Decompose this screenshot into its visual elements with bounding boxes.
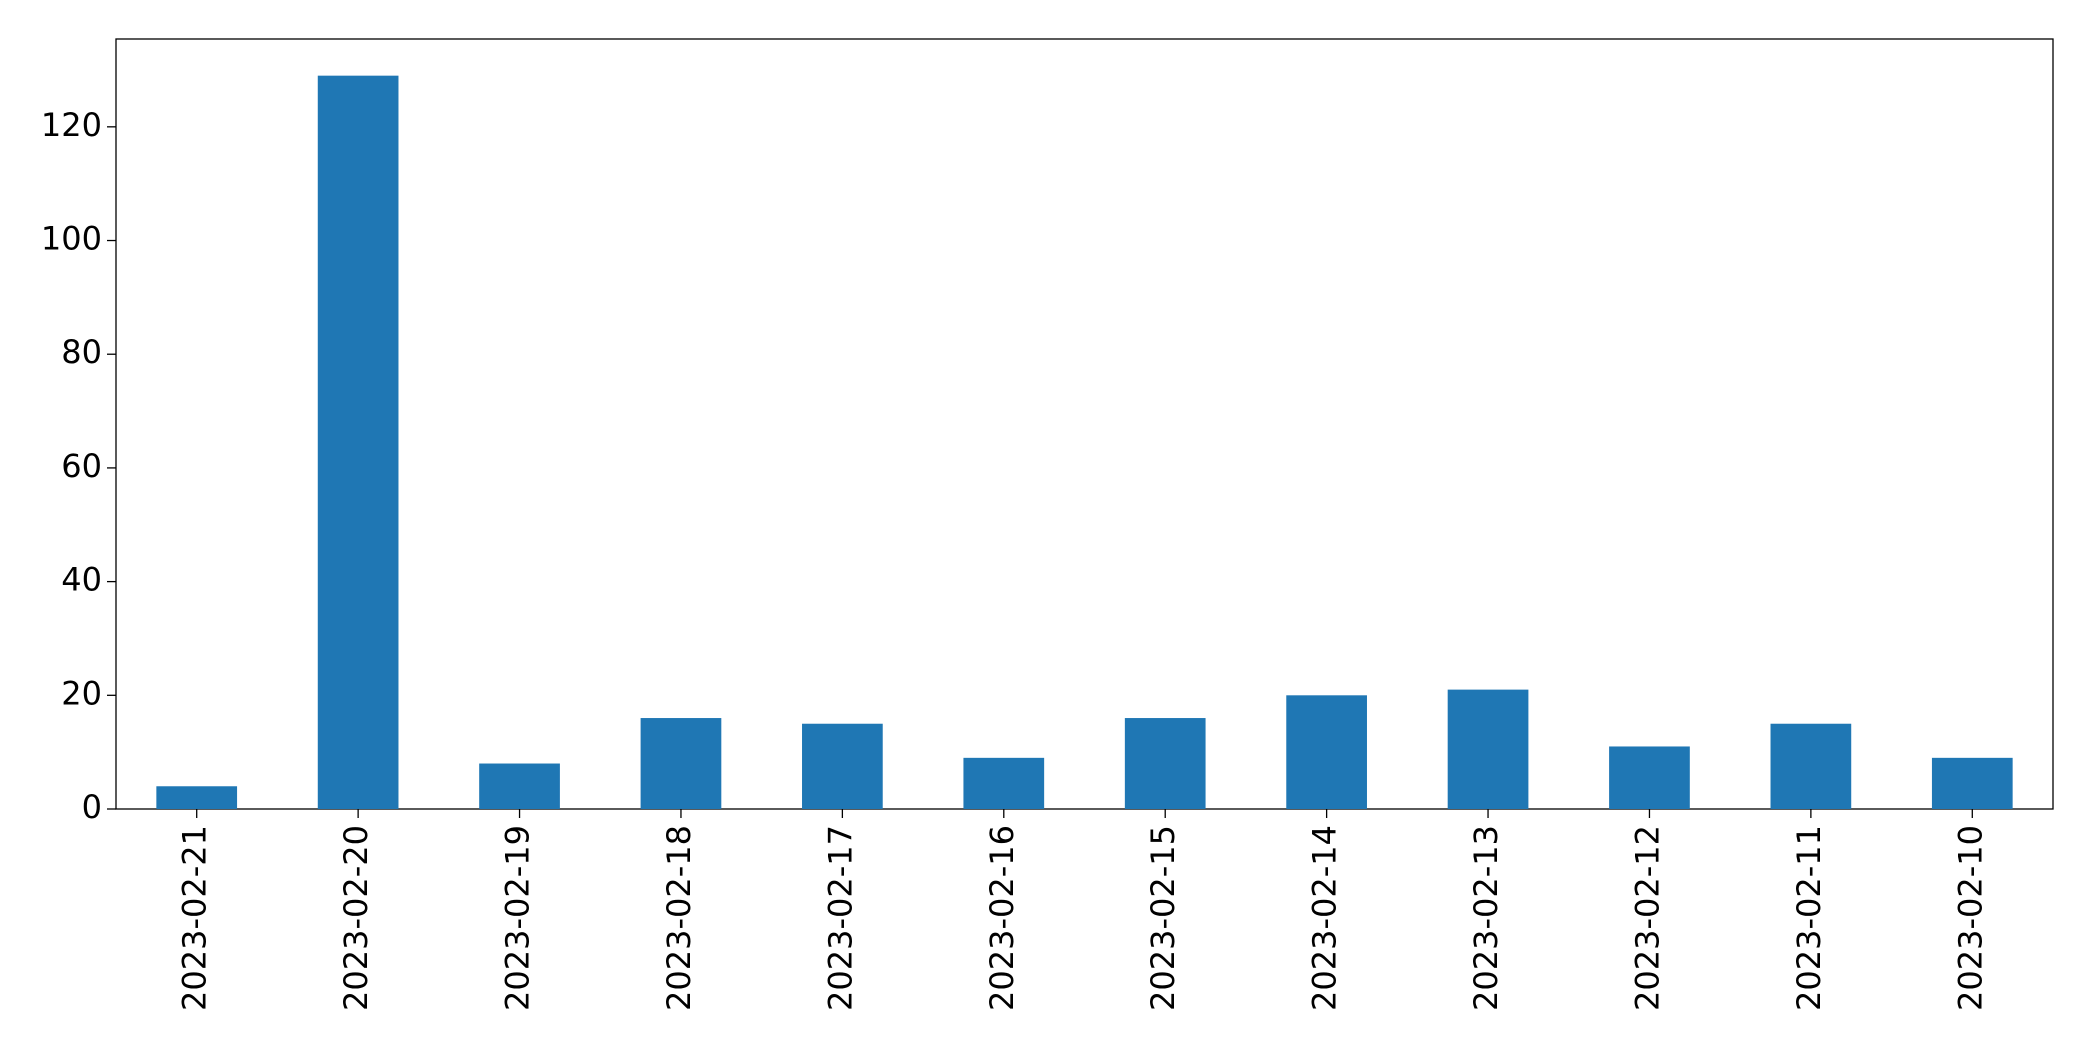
bar xyxy=(317,75,399,809)
x-tick-label: 2023-02-12 xyxy=(1628,825,1666,1011)
bar xyxy=(156,786,238,809)
x-tick-label: 2023-02-21 xyxy=(176,825,214,1011)
bar xyxy=(1447,689,1529,809)
x-tick-label: 2023-02-10 xyxy=(1951,825,1989,1011)
x-tick-label: 2023-02-11 xyxy=(1790,825,1828,1011)
x-tick-label: 2023-02-16 xyxy=(983,825,1021,1011)
bar xyxy=(1609,746,1690,809)
plot-frame xyxy=(115,38,2054,810)
bar xyxy=(1931,757,2013,809)
y-tick-label: 80 xyxy=(61,333,102,371)
bar xyxy=(640,718,722,809)
bar xyxy=(479,763,560,809)
x-tick-label: 2023-02-18 xyxy=(660,825,698,1011)
y-tick-label: 60 xyxy=(61,447,102,485)
x-tick-label: 2023-02-19 xyxy=(499,825,537,1011)
y-tick-label: 120 xyxy=(41,106,102,144)
y-tick-label: 0 xyxy=(82,788,102,826)
bar xyxy=(1770,723,1852,809)
x-tick-label: 2023-02-20 xyxy=(337,825,375,1011)
bar xyxy=(802,723,883,809)
x-tick-label: 2023-02-13 xyxy=(1467,825,1505,1011)
x-tick-label: 2023-02-14 xyxy=(1306,825,1344,1011)
y-tick-label: 40 xyxy=(61,561,102,599)
bar xyxy=(1124,718,1206,809)
x-tick-label: 2023-02-15 xyxy=(1144,825,1182,1011)
bar xyxy=(963,757,1045,809)
y-tick-label: 100 xyxy=(41,220,102,258)
x-tick-label: 2023-02-17 xyxy=(821,825,859,1011)
y-tick-label: 20 xyxy=(61,674,102,712)
bar xyxy=(1286,695,1367,809)
